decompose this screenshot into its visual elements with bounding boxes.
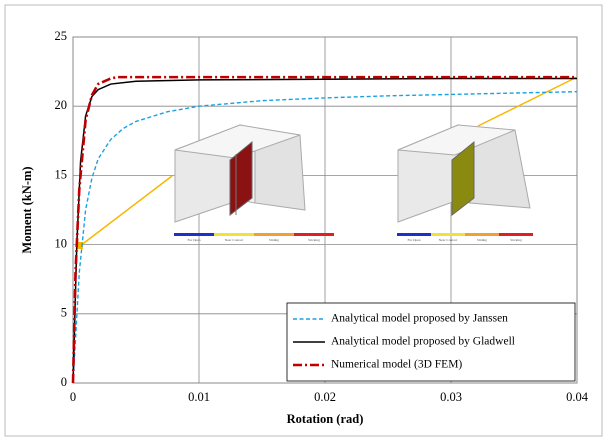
inset-legend-label: Sticking xyxy=(510,238,522,242)
inset-legend-label: Sticking xyxy=(308,238,320,242)
chart: Rotation (rad) Moment (kN-m) 0 5 10 15 20 25 0… xyxy=(0,0,609,442)
inset-legend-label: Near Contact xyxy=(439,238,458,242)
inset-legend-label: Far Open xyxy=(187,238,200,242)
x-axis-title: Rotation (rad) xyxy=(287,412,364,426)
y-tick-label: 0 xyxy=(61,375,67,389)
legend-label: Numerical model (3D FEM) xyxy=(331,359,462,371)
y-tick-label: 5 xyxy=(61,306,67,320)
x-tick-label: 0.04 xyxy=(566,390,589,404)
x-tick-label: 0.01 xyxy=(188,390,210,404)
x-tick-label: 0.03 xyxy=(440,390,462,404)
inset-legend-label: Sliding xyxy=(269,238,279,242)
y-tick-label: 20 xyxy=(55,98,68,112)
legend-label: Analytical model proposed by Janssen xyxy=(331,313,508,325)
y-tick-label: 10 xyxy=(55,236,68,250)
inset-legend-label: Far Open xyxy=(407,238,420,242)
y-axis-title: Moment (kN-m) xyxy=(20,166,34,253)
x-tick-label: 0.02 xyxy=(314,390,336,404)
x-tick-label: 0 xyxy=(70,390,76,404)
y-tick-label: 15 xyxy=(55,167,68,181)
legend-label: Analytical model proposed by Gladwell xyxy=(331,336,515,348)
inset-legend-label: Sliding xyxy=(477,238,487,242)
y-tick-label: 25 xyxy=(55,29,68,43)
inset-legend-label: Near Contact xyxy=(225,238,244,242)
